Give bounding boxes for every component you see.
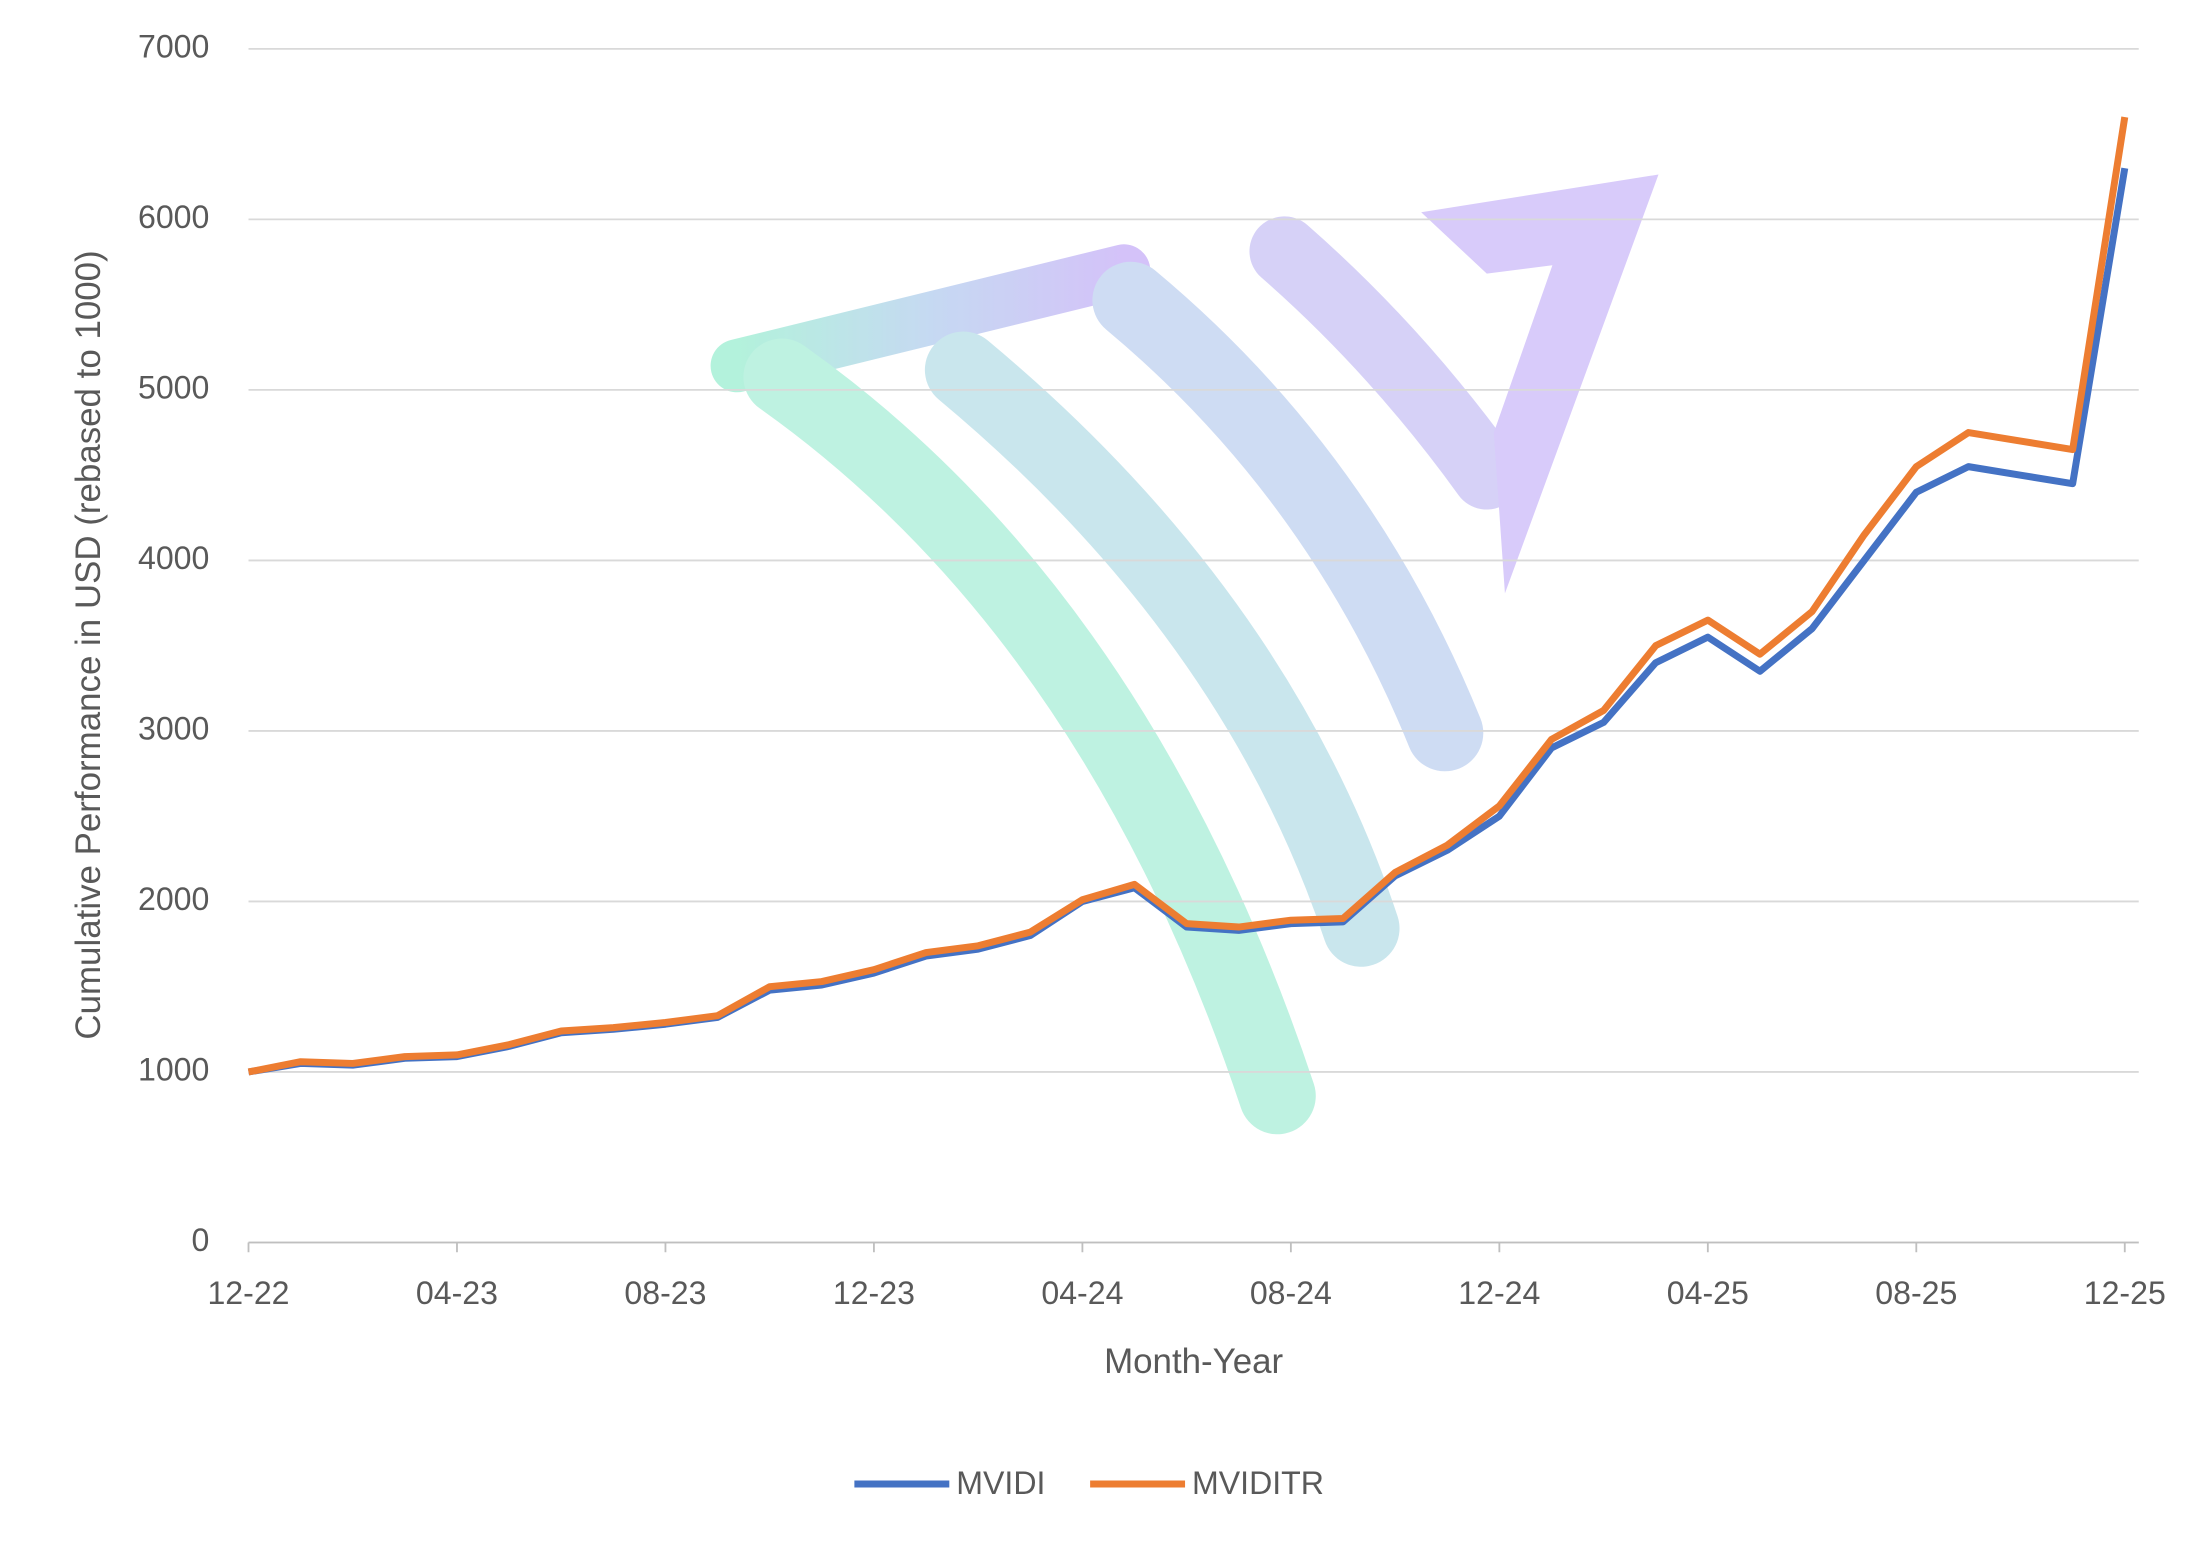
y-tick-label: 5000 xyxy=(138,369,209,405)
logo-stroke xyxy=(743,338,1316,1135)
x-tick-label: 04-24 xyxy=(1041,1275,1123,1311)
x-tick-label: 04-23 xyxy=(416,1275,498,1311)
y-tick-label: 4000 xyxy=(138,540,209,576)
legend-label: MVIDITR xyxy=(1192,1465,1324,1501)
grid: 0 1000 2000 3000 4000 5000 6000 7000 12-22 04-23 0… xyxy=(138,28,2166,1311)
y-tick-label: 1000 xyxy=(138,1051,209,1087)
y-tick-label: 7000 xyxy=(138,28,209,64)
y-tick-label: 3000 xyxy=(138,710,209,746)
x-tick-label: 12-24 xyxy=(1458,1275,1540,1311)
y-tick-label: 0 xyxy=(192,1222,210,1258)
x-axis-title: Month-Year xyxy=(1104,1342,1283,1381)
x-tick-label: 12-25 xyxy=(2084,1275,2166,1311)
x-tick-label: 04-25 xyxy=(1667,1275,1749,1311)
legend-label: MVIDI xyxy=(956,1465,1045,1501)
y-tick-label: 2000 xyxy=(138,881,209,917)
y-axis-title: Cumulative Performance in USD (rebased t… xyxy=(69,250,108,1039)
x-tick-label: 12-22 xyxy=(207,1275,289,1311)
series-line xyxy=(247,116,2129,1076)
watermark-logo xyxy=(710,174,1659,1135)
logo-stroke xyxy=(1249,216,1522,510)
y-tick-label: 6000 xyxy=(138,199,209,235)
logo-stroke xyxy=(1092,261,1484,772)
x-tick-label: 08-23 xyxy=(624,1275,706,1311)
plot-area xyxy=(247,116,2129,1076)
x-tick-label: 08-25 xyxy=(1875,1275,1957,1311)
x-tick-label: 08-24 xyxy=(1250,1275,1332,1311)
legend: MVIDI MVIDITR xyxy=(854,1465,1324,1501)
logo-stroke xyxy=(924,331,1400,967)
x-tick-label: 12-23 xyxy=(833,1275,915,1311)
logo-chevron xyxy=(1421,174,1659,594)
